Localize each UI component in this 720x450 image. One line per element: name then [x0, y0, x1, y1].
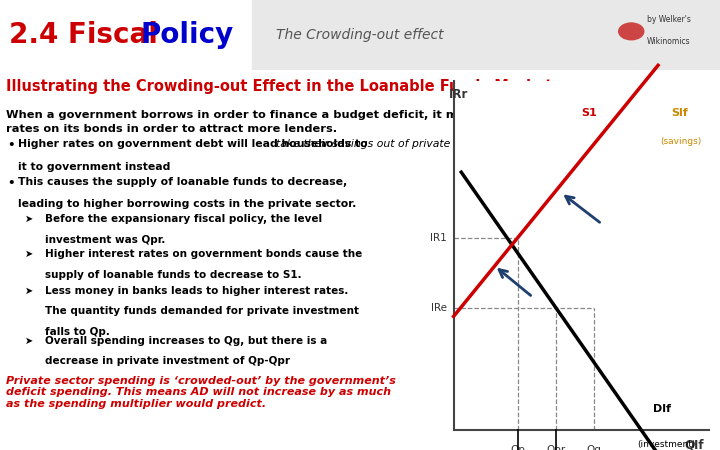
- Text: it to government instead: it to government instead: [18, 162, 171, 172]
- Text: take their savings out of private banks: take their savings out of private banks: [276, 139, 486, 149]
- Text: When a government borrows in order to finance a budget deficit, it must increase: When a government borrows in order to fi…: [6, 110, 617, 120]
- Bar: [252, 0, 720, 70]
- Text: The quantity funds demanded for private investment: The quantity funds demanded for private …: [45, 306, 359, 316]
- Text: •: •: [7, 177, 15, 190]
- Text: 2.4 Fiscal: 2.4 Fiscal: [9, 21, 167, 49]
- Text: Illustrating the Crowding-out Effect in the Loanable Funds Market: Illustrating the Crowding-out Effect in …: [6, 79, 552, 94]
- Text: Qp: Qp: [510, 446, 525, 450]
- Text: leading to higher borrowing costs in the private sector.: leading to higher borrowing costs in the…: [18, 199, 356, 209]
- Text: Dlf: Dlf: [653, 404, 671, 414]
- Text: supply of loanable funds to decrease to S1.: supply of loanable funds to decrease to …: [45, 270, 301, 280]
- Text: Overall spending increases to Qg, but there is a: Overall spending increases to Qg, but th…: [45, 336, 327, 346]
- Text: ➤: ➤: [25, 214, 33, 224]
- Text: decrease in private investment of Qp-Qpr: decrease in private investment of Qp-Qpr: [45, 356, 289, 366]
- Text: Wikinomics: Wikinomics: [647, 37, 690, 46]
- Text: This causes the supply of loanable funds to decrease,: This causes the supply of loanable funds…: [18, 177, 347, 187]
- Text: The Crowding-out effect: The Crowding-out effect: [276, 28, 444, 42]
- Text: ➤: ➤: [25, 336, 33, 346]
- Text: ➤: ➤: [25, 286, 33, 296]
- Text: Qpr: Qpr: [546, 446, 565, 450]
- Text: investment was Qpr.: investment was Qpr.: [45, 235, 165, 245]
- Text: rates on its bonds in order to attract more lenders.: rates on its bonds in order to attract m…: [6, 124, 337, 134]
- Text: (investment): (investment): [638, 440, 696, 449]
- Text: and lend: and lend: [451, 139, 508, 149]
- Text: Policy: Policy: [140, 21, 234, 49]
- Text: QIf: QIf: [685, 439, 704, 450]
- Text: ➤: ➤: [25, 249, 33, 259]
- Circle shape: [618, 23, 644, 40]
- Text: Slf: Slf: [671, 108, 688, 118]
- Text: •: •: [7, 139, 15, 152]
- Text: S1: S1: [582, 108, 597, 118]
- Text: IRe: IRe: [431, 303, 447, 313]
- Text: Before the expansionary fiscal policy, the level: Before the expansionary fiscal policy, t…: [45, 214, 322, 224]
- Text: (savings): (savings): [661, 137, 702, 146]
- Text: Private sector spending is ‘crowded-out’ by the government’s
deficit spending. T: Private sector spending is ‘crowded-out’…: [6, 376, 395, 409]
- Text: Qg: Qg: [587, 446, 602, 450]
- Text: IR1: IR1: [431, 233, 447, 243]
- Text: Higher interest rates on government bonds cause the: Higher interest rates on government bond…: [45, 249, 362, 259]
- Text: falls to Qp.: falls to Qp.: [45, 327, 109, 337]
- Text: Less money in banks leads to higher interest rates.: Less money in banks leads to higher inte…: [45, 286, 348, 296]
- Text: by Welker's: by Welker's: [647, 15, 690, 24]
- Text: IRr: IRr: [449, 88, 468, 101]
- Text: Higher rates on government debt will lead households to: Higher rates on government debt will lea…: [18, 139, 372, 149]
